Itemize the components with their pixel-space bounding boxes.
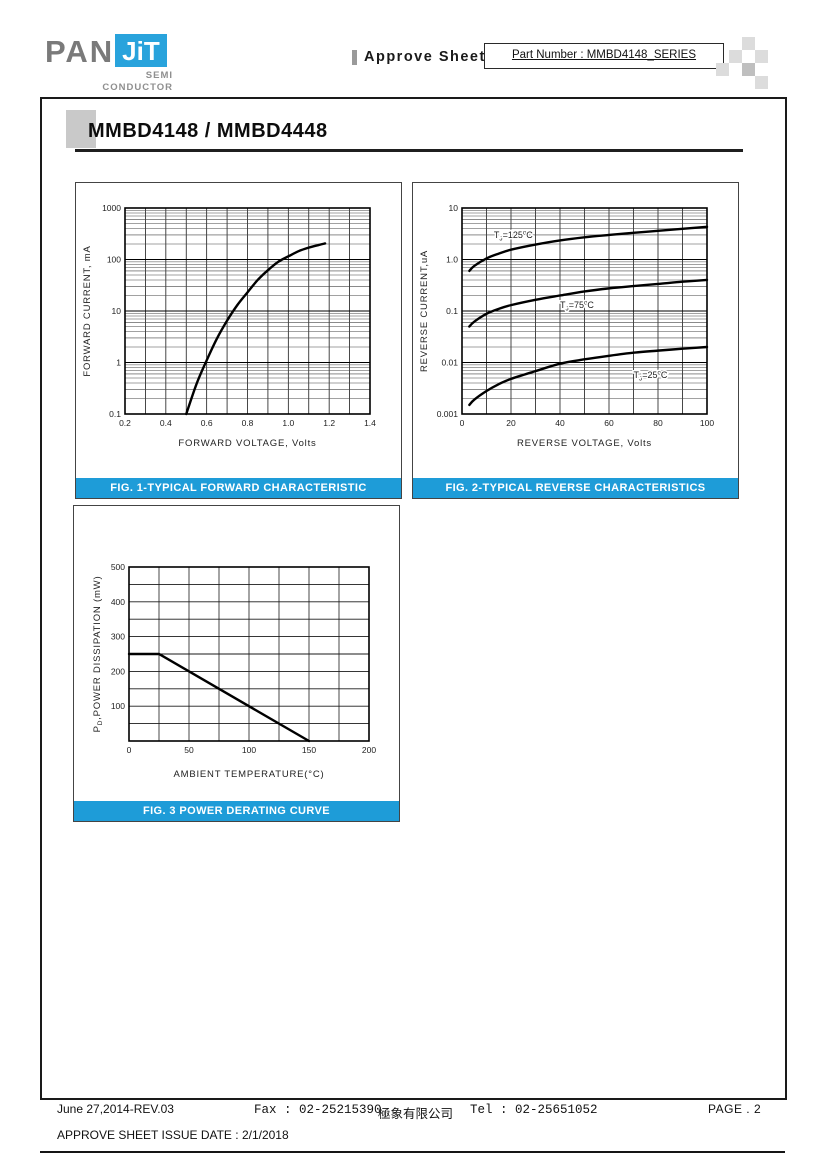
fig1-panel: 0.2 0.4 0.6 0.8 1.0 1.2 1.4 1000 100 10 1 0.1 FORWAR… — [75, 182, 402, 499]
svg-text:10: 10 — [112, 306, 122, 316]
sheet-type-label: Approve Sheet — [364, 49, 486, 65]
svg-text:80: 80 — [653, 418, 663, 428]
svg-text:TJ=75oC: TJ=75oC — [560, 300, 594, 313]
svg-text:1000: 1000 — [102, 203, 121, 213]
svg-text:50: 50 — [184, 745, 194, 755]
svg-text:40: 40 — [555, 418, 565, 428]
part-number-text: Part Number : MMBD4148_SERIES — [511, 49, 697, 61]
checker-decoration — [716, 37, 771, 92]
svg-text:0.1: 0.1 — [109, 409, 121, 419]
svg-text:200: 200 — [111, 666, 125, 676]
footer-fax: Fax : 02-25215390 — [254, 1103, 382, 1117]
footer-rule — [40, 1151, 785, 1153]
fig3-panel: 0 50 100 150 200 100 200 300 400 500 AMBIENT TEMPE… — [73, 505, 400, 822]
svg-text:0.001: 0.001 — [437, 409, 459, 419]
svg-text:0.6: 0.6 — [201, 418, 213, 428]
fig2-panel: 0 20 40 60 80 100 10 1.0 0.1 0.01 0.001 REVERSE VOL… — [412, 182, 739, 499]
svg-text:100: 100 — [107, 255, 121, 265]
svg-text:FORWARD CURRENT, mA: FORWARD CURRENT, mA — [82, 245, 93, 376]
svg-text:500: 500 — [111, 562, 125, 572]
svg-text:TJ=125oC: TJ=125oC — [494, 230, 533, 243]
svg-text:1.2: 1.2 — [323, 418, 335, 428]
svg-text:0.2: 0.2 — [119, 418, 131, 428]
svg-text:0: 0 — [460, 418, 465, 428]
svg-text:100: 100 — [242, 745, 256, 755]
footer-tel: Tel : 02-25651052 — [470, 1103, 598, 1117]
svg-text:10: 10 — [449, 203, 459, 213]
footer-page-number: PAGE . 2 — [708, 1102, 762, 1116]
svg-text:20: 20 — [506, 418, 516, 428]
title-gray-square — [66, 110, 96, 148]
svg-text:1.0: 1.0 — [282, 418, 294, 428]
svg-text:PD,POWER DISSIPATION (mW): PD,POWER DISSIPATION (mW) — [92, 576, 104, 733]
svg-text:100: 100 — [700, 418, 714, 428]
footer-company-cn: 極象有限公司 — [378, 1106, 454, 1121]
svg-text:1.0: 1.0 — [446, 255, 458, 265]
logo-subtitle: SEMI CONDUCTOR — [45, 70, 175, 94]
logo-sub-semi: SEMI — [145, 70, 173, 81]
fig3-power-derating-chart: 0 50 100 150 200 100 200 300 400 500 AMBIENT TEMPE… — [74, 506, 397, 801]
svg-text:REVERSE CURRENT,uA: REVERSE CURRENT,uA — [419, 250, 430, 372]
svg-text:150: 150 — [302, 745, 316, 755]
svg-text:TJ=25oC: TJ=25oC — [634, 370, 668, 383]
logo-pan-text: PAN — [45, 34, 115, 69]
fig2-caption: FIG. 2-TYPICAL REVERSE CHARACTERISTICS — [413, 478, 738, 498]
sheet-type-heading: Approve Sheet — [352, 49, 486, 65]
svg-text:0.8: 0.8 — [242, 418, 254, 428]
fig2-reverse-characteristics-chart: 0 20 40 60 80 100 10 1.0 0.1 0.01 0.001 REVERSE VOL… — [413, 183, 736, 478]
page-title: MMBD4148 / MMBD4448 — [88, 120, 328, 142]
fig3-caption: FIG. 3 POWER DERATING CURVE — [74, 801, 399, 821]
svg-text:0: 0 — [127, 745, 132, 755]
svg-text:60: 60 — [604, 418, 614, 428]
svg-text:300: 300 — [111, 632, 125, 642]
svg-text:1: 1 — [116, 358, 121, 368]
footer-revision: June 27,2014-REV.03 — [57, 1102, 174, 1116]
logo-jit-text: JiT — [115, 34, 167, 67]
part-number-box: Part Number : MMBD4148_SERIES — [484, 43, 724, 69]
content-border-box — [40, 97, 787, 1100]
svg-text:AMBIENT TEMPERATURE(°C): AMBIENT TEMPERATURE(°C) — [174, 769, 325, 780]
logo-sub-conductor: CONDUCTOR — [102, 81, 173, 93]
svg-text:REVERSE VOLTAGE, Volts: REVERSE VOLTAGE, Volts — [517, 438, 652, 449]
svg-text:0.1: 0.1 — [446, 306, 458, 316]
fig1-forward-characteristic-chart: 0.2 0.4 0.6 0.8 1.0 1.2 1.4 1000 100 10 1 0.1 FORWAR… — [76, 183, 399, 478]
svg-text:400: 400 — [111, 597, 125, 607]
panjit-logo: PAN JiT SEMI CONDUCTOR — [45, 34, 175, 94]
svg-text:1.4: 1.4 — [364, 418, 376, 428]
svg-text:100: 100 — [111, 701, 125, 711]
svg-text:0.01: 0.01 — [441, 358, 458, 368]
svg-text:200: 200 — [362, 745, 376, 755]
footer-issue-date: APPROVE SHEET ISSUE DATE : 2/1/2018 — [57, 1128, 289, 1142]
title-underline — [75, 149, 743, 152]
fig1-caption: FIG. 1-TYPICAL FORWARD CHARACTERISTIC — [76, 478, 401, 498]
heading-marker-bar — [352, 49, 357, 65]
svg-text:FORWARD VOLTAGE, Volts: FORWARD VOLTAGE, Volts — [178, 438, 316, 449]
svg-text:0.4: 0.4 — [160, 418, 172, 428]
